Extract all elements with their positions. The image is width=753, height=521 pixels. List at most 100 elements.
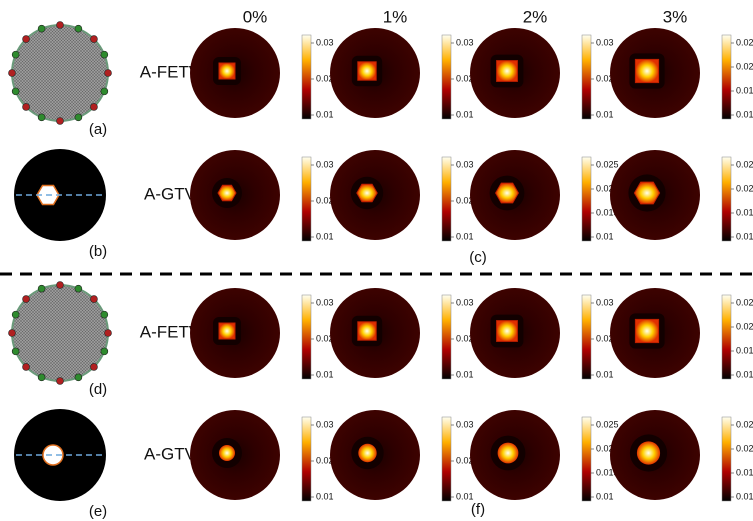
electrode [74,284,83,293]
inclusion [42,444,64,466]
colorbar-tick-label: 0.01 [596,109,614,119]
colorbar-tick-label: 0.01 [736,369,753,379]
colorbar-tick-label: 0.01 [736,491,753,501]
colorbar [721,294,732,380]
electrode [22,295,30,303]
colorbar-tick-label: 0.02 [736,61,753,71]
electrode [104,69,112,77]
group-label: (f) [471,501,485,518]
hotspot [218,62,236,80]
colorbar-tick-label: 0.01 [736,109,753,119]
row-label: A-GTV [144,184,197,203]
colorbar-tick-label: 0.015 [736,85,753,95]
colorbar-tick-label: 0.01 [456,109,474,119]
colorbar-tick-label: 0.01 [316,491,334,501]
electrode [8,329,16,337]
electrode [100,310,109,319]
colorbar-tick-label: 0.03 [456,37,474,47]
hotspot [634,58,660,84]
electrode [11,347,20,356]
electrode [56,377,64,385]
electrode [11,50,20,59]
colorbar-tick-label: 0.02 [596,333,614,343]
colorbar-tick-label: 0.015 [736,467,753,477]
colorbar-tick-label: 0.01 [596,231,614,241]
electrode [56,21,64,29]
colorbar [301,34,312,120]
electrode [90,295,98,303]
electrode [104,329,112,337]
panel-label: (b) [89,243,107,260]
colorbar-tick-label: 0.02 [316,333,334,343]
electrode [22,103,30,111]
colorbar-tick-label: 0.01 [456,231,474,241]
colorbar [301,416,312,502]
hotspot [357,61,377,81]
electrode [100,50,109,59]
electrode [56,281,64,289]
hotspot [495,182,519,204]
row-label: A-GTV [144,444,197,463]
colorbar [581,294,592,380]
colorbar-tick-label: 0.015 [736,345,753,355]
colorbar-tick-label: 0.02 [736,321,753,331]
colorbar-tick-label: 0.03 [316,419,334,429]
colorbar-tick-label: 0.02 [456,333,474,343]
colorbar-tick-label: 0.02 [736,183,753,193]
colorbar [581,34,592,120]
electrode [22,35,30,43]
colorbar-tick-label: 0.01 [596,491,614,501]
colorbar-tick-label: 0.02 [316,73,334,83]
hotspot [356,183,378,203]
column-header: 2% [523,7,548,26]
colorbar [301,294,312,380]
colorbar-tick-label: 0.025 [736,419,753,429]
electrode [56,117,64,125]
colorbar [441,156,452,242]
electrode [100,87,109,96]
colorbar [721,34,732,120]
colorbar [721,156,732,242]
colorbar-tick-label: 0.02 [456,195,474,205]
electrode [74,24,83,33]
hotspot [217,184,237,202]
colorbar-tick-label: 0.03 [456,159,474,169]
colorbar [721,416,732,502]
hotspot [634,318,660,344]
colorbar-tick-label: 0.03 [596,37,614,47]
electrode [100,347,109,356]
colorbar-tick-label: 0.02 [596,443,614,453]
colorbar-tick-label: 0.01 [316,369,334,379]
colorbar-tick-label: 0.03 [456,297,474,307]
panel-label: (a) [89,121,107,138]
hotspot [496,60,518,82]
colorbar-tick-label: 0.02 [316,195,334,205]
column-header: 3% [663,7,688,26]
electrode [11,87,20,96]
colorbar-tick-label: 0.02 [736,443,753,453]
colorbar-tick-label: 0.025 [736,159,753,169]
column-header: 1% [383,7,408,26]
column-header: 0% [243,7,268,26]
colorbar-tick-label: 0.02 [596,183,614,193]
electrode [74,113,83,122]
colorbar-tick-label: 0.015 [736,207,753,217]
colorbar-tick-label: 0.01 [316,231,334,241]
colorbar-tick-label: 0.02 [456,455,474,465]
colorbar [441,34,452,120]
row-label: A-FETV [140,322,201,341]
hotspot [497,442,519,464]
colorbar-tick-label: 0.015 [596,207,619,217]
colorbar-tick-label: 0.03 [596,297,614,307]
colorbar [581,156,592,242]
hotspot [496,320,518,342]
electrode [90,35,98,43]
colorbar-tick-label: 0.025 [736,297,753,307]
colorbar-tick-label: 0.01 [456,491,474,501]
colorbar-tick-label: 0.03 [316,37,334,47]
electrode [74,373,83,382]
electrode [90,363,98,371]
electrode [22,363,30,371]
colorbar-tick-label: 0.03 [316,297,334,307]
